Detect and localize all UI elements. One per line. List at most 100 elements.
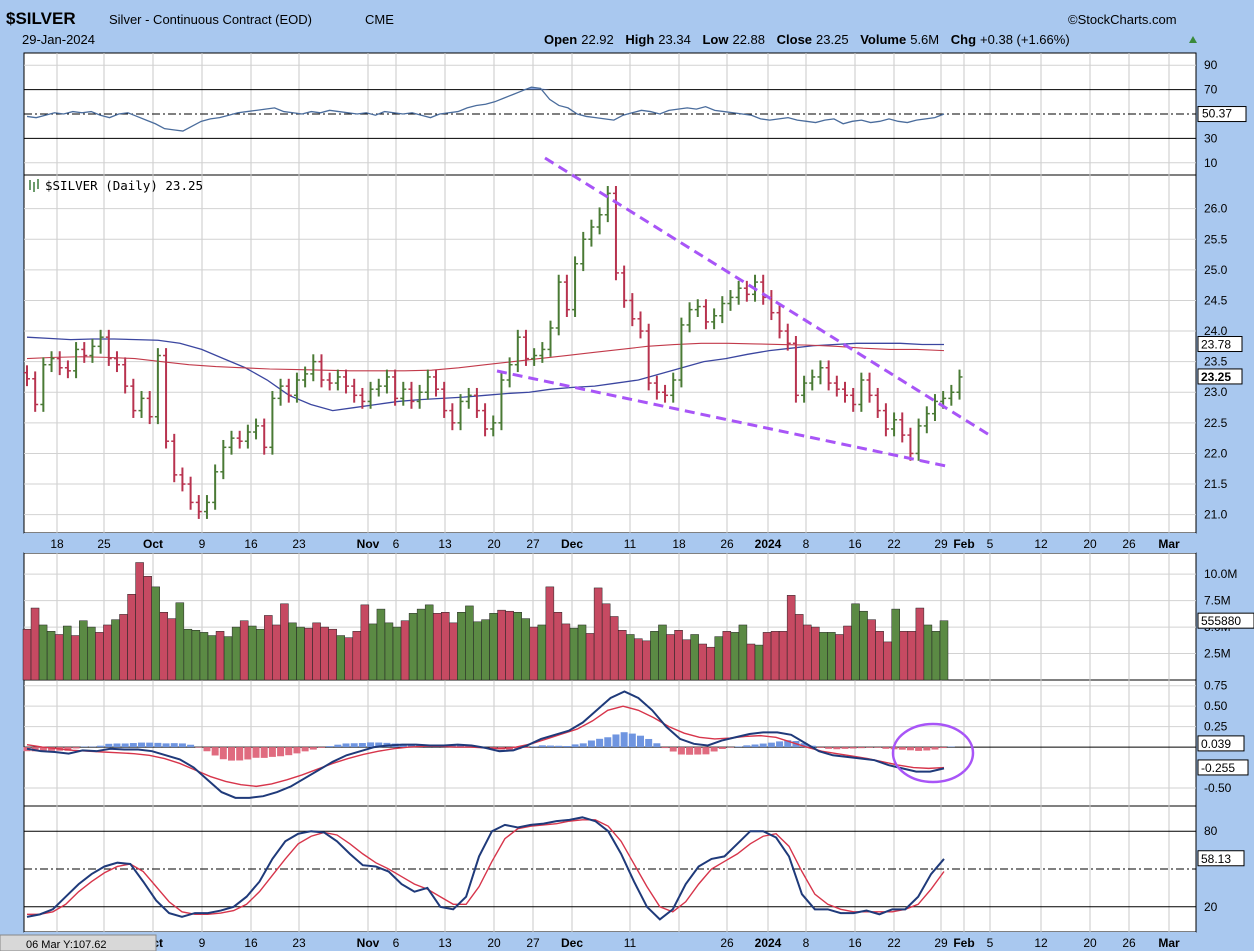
ohlc-bar [81,342,88,363]
volume-bar [601,603,611,681]
x-tick-label: 16 [244,936,258,950]
x-tick-label: 20 [1083,936,1097,950]
ohlc-bars-icon [29,179,39,192]
ohlc-bar [621,265,628,308]
volume-bar [416,608,426,681]
x-tick-label: 12 [1034,936,1048,950]
ohlc-bar [604,186,611,223]
price-y-tick: 26.0 [1204,202,1228,216]
ohlc-bar [891,412,898,437]
macd-hist-bar [620,732,628,748]
volume-bar [883,641,892,681]
macd-hist-bar [645,738,653,748]
ohlc-bar [531,348,538,366]
macd-hist-label: 0.039 [1201,737,1231,751]
x-tick-label: 6 [393,936,400,950]
macd-hist-bar [718,747,726,749]
ohlc-bar [253,418,260,440]
sto-y-tick: 80 [1204,824,1218,838]
x-tick-label: Nov [357,537,380,551]
volume-bar [674,630,683,681]
volume-bar [835,634,844,681]
ohlc-bar [179,467,186,492]
volume-bar [481,619,490,681]
price-y-tick: 23.0 [1204,385,1228,399]
ohlc-bar [433,369,439,397]
macd-hist-bar [882,747,890,749]
volume-bar [473,621,482,681]
macd-hist-bar [694,747,702,755]
macd-hist-bar [784,740,792,748]
macd-hist-bar [767,742,775,748]
ohlc-bar [64,360,71,379]
ohlc-bar [56,351,63,376]
ohlc-bar [187,476,194,510]
macd-hist-bar [686,747,694,755]
x-tick-label: 26 [1122,537,1136,551]
ma-red-line [26,342,945,372]
volume-bar [304,627,313,681]
ohlc-bar [572,256,579,317]
ohlc-bar [784,323,791,351]
macd-hist-bar [244,747,252,760]
ohlc-bar [122,357,129,394]
macd-hist-bar [121,743,129,748]
volume-bar [127,594,136,681]
x-tick-label: 27 [526,537,540,551]
macd-hist-bar [260,747,268,758]
macd-hist-bar [939,747,947,749]
ohlc-bar [792,335,799,403]
ohlc-bar [948,384,955,406]
volume-bar [851,603,860,681]
macd-hist-bar [211,747,219,756]
lower-trendline [496,369,947,468]
volume-bar [553,612,563,681]
macd-hist-bar [64,747,72,751]
ohlc-bar [653,375,660,400]
x-tick-label: 18 [50,537,64,551]
stockcharts-logo[interactable]: ©StockCharts.com [1068,12,1177,27]
volume-bar [54,634,64,681]
volume-bar [577,624,587,681]
volume-bar [135,562,144,681]
volume-bar [730,632,740,681]
x-tick-label: 2024 [755,537,782,551]
macd-hist-bar [628,733,636,748]
x-tick-label: 11 [624,537,637,551]
macd-hist-bar [530,746,538,748]
volume-bar [706,646,715,681]
ohlc-bar [473,387,480,418]
volume-bar [811,626,820,681]
ohlc-bar [563,274,570,317]
volume-bar [505,610,514,681]
ohlc-bar [400,381,407,406]
volume-bar [859,610,868,681]
volume-bar [545,586,555,681]
ohlc-bar [318,354,325,388]
ohlc-bar [302,366,309,388]
volume-bar [296,626,305,681]
ohlc-bar [743,280,750,302]
macd-value-label: -0.255 [1201,761,1235,775]
macd-hist-bar [80,746,88,748]
macd-hist-bar [342,743,350,748]
ohlc-bar [686,302,693,333]
ohlc-bar [522,329,529,366]
ohlc-bar [645,323,652,391]
volume-bar [617,630,627,681]
macd-hist-bar [506,747,514,750]
close-value-tag [1197,368,1243,385]
price-y-tick: 22.0 [1204,446,1228,460]
x-tick-label: 29 [934,537,948,551]
rsi-value-label: 50.37 [1202,107,1232,121]
volume-bar [457,612,466,681]
vol-y-tick: 10.0M [1204,567,1237,581]
ohlc-bar [956,369,963,400]
price-y-tick: 24.0 [1204,324,1228,338]
ohlc-bar [171,433,178,483]
ohlc-bar [244,424,251,449]
ohlc-bar [441,381,448,418]
macd-hist-bar [571,744,579,748]
volume-bar [626,634,635,681]
volume-bar [38,624,48,681]
